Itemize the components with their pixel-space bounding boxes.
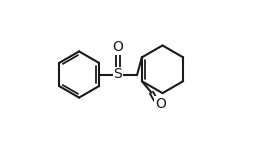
Text: O: O (154, 97, 165, 111)
Text: O: O (112, 40, 123, 54)
Text: S: S (113, 67, 122, 82)
